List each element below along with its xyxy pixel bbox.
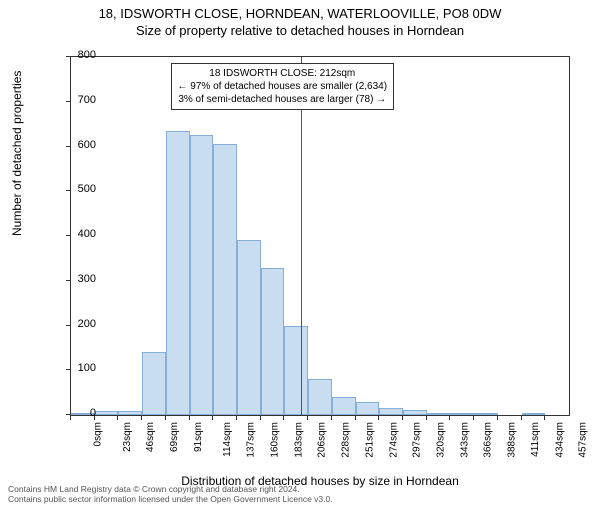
x-tick-mark [141,416,142,420]
x-tick-label: 320sqm [436,422,447,458]
histogram-bar [142,352,166,415]
y-tick-mark [66,101,70,102]
y-tick-mark [66,280,70,281]
y-tick-label: 100 [56,362,96,374]
histogram-bar [261,268,285,415]
x-tick-mark [355,416,356,420]
histogram-bar [379,408,403,415]
y-tick-mark [66,56,70,57]
histogram-bar [332,397,356,415]
chart-plot-area: 18 IDSWORTH CLOSE: 212sqm ← 97% of detac… [70,56,570,416]
x-tick-mark [212,416,213,420]
histogram-bar [237,240,261,415]
y-tick-label: 500 [56,183,96,195]
x-tick-label: 69sqm [169,422,180,452]
y-tick-label: 200 [56,318,96,330]
y-tick-label: 300 [56,273,96,285]
x-tick-label: 457sqm [578,422,589,458]
y-tick-label: 700 [56,94,96,106]
x-tick-label: 274sqm [388,422,399,458]
x-tick-label: 114sqm [221,422,232,457]
x-tick-mark [260,416,261,420]
x-tick-mark [236,416,237,420]
x-tick-mark [331,416,332,420]
marker-line [301,57,302,415]
x-tick-label: 46sqm [145,422,156,452]
x-tick-mark [378,416,379,420]
x-tick-label: 160sqm [270,422,281,458]
x-tick-label: 297sqm [412,422,423,458]
x-tick-label: 366sqm [483,422,494,458]
y-tick-label: 400 [56,228,96,240]
x-tick-mark [473,416,474,420]
x-tick-label: 228sqm [341,422,352,458]
x-tick-mark [402,416,403,420]
histogram-bar [95,411,119,415]
y-tick-mark [66,235,70,236]
x-tick-mark [497,416,498,420]
annotation-line-2: ← 97% of detached houses are smaller (2,… [178,80,388,93]
histogram-bar [450,413,474,415]
title-main: 18, IDSWORTH CLOSE, HORNDEAN, WATERLOOVI… [0,6,600,21]
histogram-bar [427,413,451,415]
x-tick-mark [449,416,450,420]
y-tick-mark [66,414,70,415]
x-tick-label: 206sqm [317,422,328,458]
x-tick-mark [544,416,545,420]
x-tick-label: 0sqm [92,422,103,446]
x-tick-label: 91sqm [193,422,204,452]
histogram-bar [190,135,214,415]
annotation-line-1: 18 IDSWORTH CLOSE: 212sqm [178,67,388,80]
x-tick-label: 434sqm [554,422,565,458]
x-tick-label: 343sqm [459,422,470,458]
x-tick-mark [426,416,427,420]
x-tick-mark [521,416,522,420]
x-tick-mark [283,416,284,420]
y-tick-mark [66,369,70,370]
y-tick-mark [66,190,70,191]
histogram-bar [474,413,498,415]
x-tick-mark [307,416,308,420]
footer-line-1: Contains HM Land Registry data © Crown c… [8,484,333,494]
x-tick-label: 137sqm [246,422,257,458]
bars-container [71,57,569,415]
histogram-bar [308,379,332,415]
x-tick-label: 23sqm [122,422,133,452]
histogram-bar [522,413,546,415]
marker-annotation: 18 IDSWORTH CLOSE: 212sqm ← 97% of detac… [171,63,395,110]
histogram-bar [403,410,427,415]
x-tick-mark [189,416,190,420]
histogram-bar [213,144,237,415]
x-tick-mark [165,416,166,420]
y-tick-mark [66,146,70,147]
histogram-bar [118,411,142,415]
x-tick-label: 388sqm [507,422,518,458]
annotation-line-3: 3% of semi-detached houses are larger (7… [178,93,388,106]
footer-line-2: Contains public sector information licen… [8,494,333,504]
y-axis-label: Number of detached properties [10,71,24,236]
footer-credits: Contains HM Land Registry data © Crown c… [8,484,333,504]
y-tick-label: 600 [56,139,96,151]
y-tick-mark [66,325,70,326]
x-tick-mark [117,416,118,420]
histogram-bar [166,131,190,415]
x-tick-mark [94,416,95,420]
title-sub: Size of property relative to detached ho… [0,23,600,38]
histogram-bar [356,402,380,415]
y-tick-label: 800 [56,49,96,61]
x-tick-label: 411sqm [530,422,541,457]
y-tick-label: 0 [56,407,96,419]
x-tick-mark [70,416,71,420]
x-tick-label: 183sqm [293,422,304,458]
histogram-bar [284,326,308,415]
x-tick-label: 251sqm [364,422,375,458]
